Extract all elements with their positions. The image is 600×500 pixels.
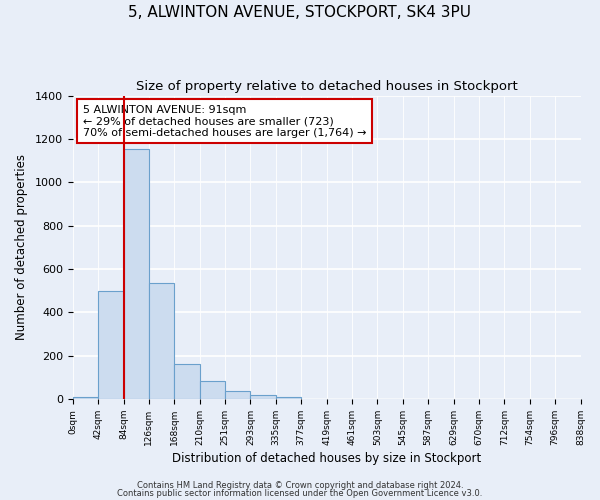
Bar (200, 380, 225, 399)
Text: Contains HM Land Registry data © Crown copyright and database right 2024.: Contains HM Land Registry data © Crown c… (137, 480, 463, 490)
Bar (149, 283, 175, 399)
Bar (98, 290, 124, 399)
Bar (124, 148, 149, 399)
Bar (225, 392, 250, 399)
Text: 5 ALWINTON AVENUE: 91sqm
← 29% of detached houses are smaller (723)
70% of semi-: 5 ALWINTON AVENUE: 91sqm ← 29% of detach… (83, 104, 367, 138)
Title: Size of property relative to detached houses in Stockport: Size of property relative to detached ho… (136, 80, 518, 93)
Bar (175, 364, 200, 399)
Y-axis label: Number of detached properties: Number of detached properties (15, 154, 28, 340)
Text: 5, ALWINTON AVENUE, STOCKPORT, SK4 3PU: 5, ALWINTON AVENUE, STOCKPORT, SK4 3PU (128, 5, 472, 20)
Text: Contains public sector information licensed under the Open Government Licence v3: Contains public sector information licen… (118, 489, 482, 498)
Bar (276, 397, 301, 399)
X-axis label: Distribution of detached houses by size in Stockport: Distribution of detached houses by size … (172, 452, 481, 465)
Bar (250, 394, 276, 399)
Bar (73, 397, 98, 399)
